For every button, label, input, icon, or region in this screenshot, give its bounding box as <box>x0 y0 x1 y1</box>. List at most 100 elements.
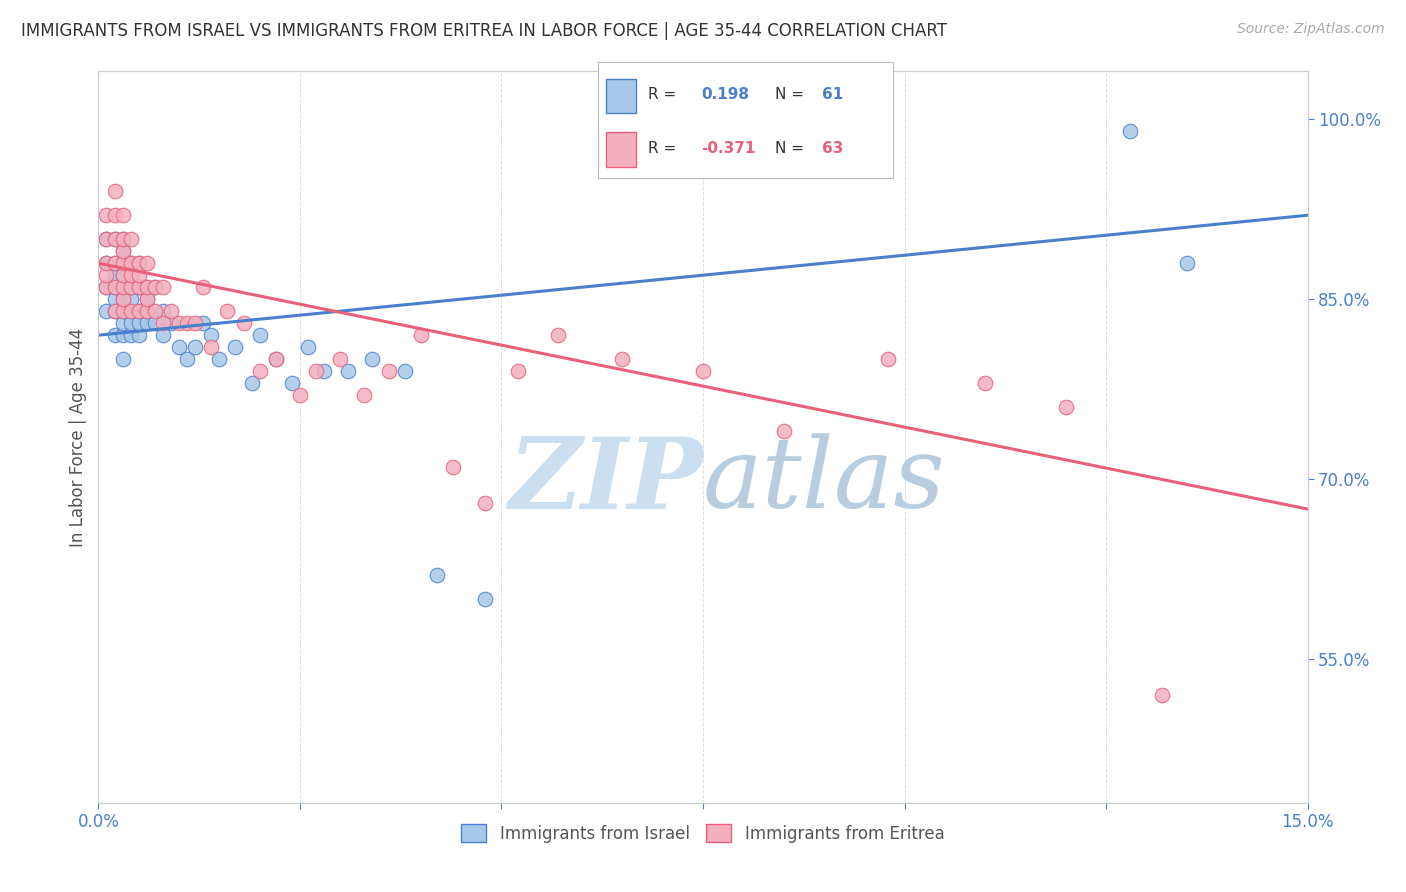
Point <box>135 256 157 270</box>
Point <box>135 316 157 330</box>
Point <box>120 280 142 294</box>
Point <box>111 268 134 283</box>
Point <box>128 304 150 318</box>
Point <box>135 292 157 306</box>
Point <box>103 280 125 294</box>
Point <box>224 340 246 354</box>
Text: -0.371: -0.371 <box>700 141 755 156</box>
Point <box>1152 688 1174 702</box>
Point <box>128 280 150 294</box>
Point <box>111 280 134 294</box>
Point <box>111 232 134 246</box>
Point <box>103 268 125 283</box>
Point <box>111 256 134 270</box>
Point <box>1054 400 1077 414</box>
Point <box>120 268 142 283</box>
Point <box>337 364 360 378</box>
Point <box>120 256 142 270</box>
Text: IMMIGRANTS FROM ISRAEL VS IMMIGRANTS FROM ERITREA IN LABOR FORCE | AGE 35-44 COR: IMMIGRANTS FROM ISRAEL VS IMMIGRANTS FRO… <box>21 22 948 40</box>
Point <box>111 292 134 306</box>
Point <box>361 352 384 367</box>
Point <box>96 280 118 294</box>
Point <box>96 232 118 246</box>
Point <box>240 376 263 391</box>
Point <box>120 316 142 330</box>
Point <box>208 352 231 367</box>
Point <box>96 304 118 318</box>
Point <box>96 208 118 222</box>
Point <box>96 232 118 246</box>
Point <box>143 316 166 330</box>
Legend: Immigrants from Israel, Immigrants from Eritrea: Immigrants from Israel, Immigrants from … <box>454 818 952 849</box>
Point <box>111 304 134 318</box>
Point <box>103 232 125 246</box>
Point <box>305 364 328 378</box>
Point <box>128 280 150 294</box>
Point <box>128 316 150 330</box>
Point <box>103 304 125 318</box>
Point <box>111 268 134 283</box>
Point <box>176 316 198 330</box>
Point <box>120 232 142 246</box>
Point <box>772 424 794 438</box>
Point <box>103 292 125 306</box>
Point <box>281 376 304 391</box>
Point <box>184 316 207 330</box>
Point <box>160 316 183 330</box>
Point <box>111 244 134 259</box>
Text: R =: R = <box>648 87 681 103</box>
Point <box>152 280 174 294</box>
Point <box>103 256 125 270</box>
Point <box>264 352 287 367</box>
Point <box>167 340 190 354</box>
Point <box>232 316 254 330</box>
Point <box>135 292 157 306</box>
Point <box>120 280 142 294</box>
Point <box>152 328 174 343</box>
Point <box>103 232 125 246</box>
Point <box>111 352 134 367</box>
Point <box>135 304 157 318</box>
Point <box>143 304 166 318</box>
Point <box>111 304 134 318</box>
Point <box>96 256 118 270</box>
Point <box>184 340 207 354</box>
Point <box>96 268 118 283</box>
Point <box>120 256 142 270</box>
Point <box>193 280 215 294</box>
Point <box>128 268 150 283</box>
Point <box>353 388 375 402</box>
Point <box>120 304 142 318</box>
Point <box>103 304 125 318</box>
Point <box>96 280 118 294</box>
Point <box>249 364 271 378</box>
Point <box>877 352 900 367</box>
Point <box>152 304 174 318</box>
Point <box>249 328 271 343</box>
Point <box>314 364 336 378</box>
Point <box>167 316 190 330</box>
Point <box>103 280 125 294</box>
Point <box>547 328 569 343</box>
Point <box>135 304 157 318</box>
Point <box>120 292 142 306</box>
Point <box>506 364 529 378</box>
Point <box>152 316 174 330</box>
Point <box>128 256 150 270</box>
Point <box>176 352 198 367</box>
Point <box>297 340 319 354</box>
Point <box>264 352 287 367</box>
Point <box>217 304 239 318</box>
Point <box>474 591 496 606</box>
Point <box>111 244 134 259</box>
Point <box>128 304 150 318</box>
Text: N =: N = <box>775 141 808 156</box>
Point <box>111 280 134 294</box>
Text: Source: ZipAtlas.com: Source: ZipAtlas.com <box>1237 22 1385 37</box>
Point <box>143 280 166 294</box>
Point <box>103 256 125 270</box>
Point <box>1119 124 1142 138</box>
FancyBboxPatch shape <box>606 132 636 167</box>
Point <box>128 328 150 343</box>
Point <box>288 388 311 402</box>
